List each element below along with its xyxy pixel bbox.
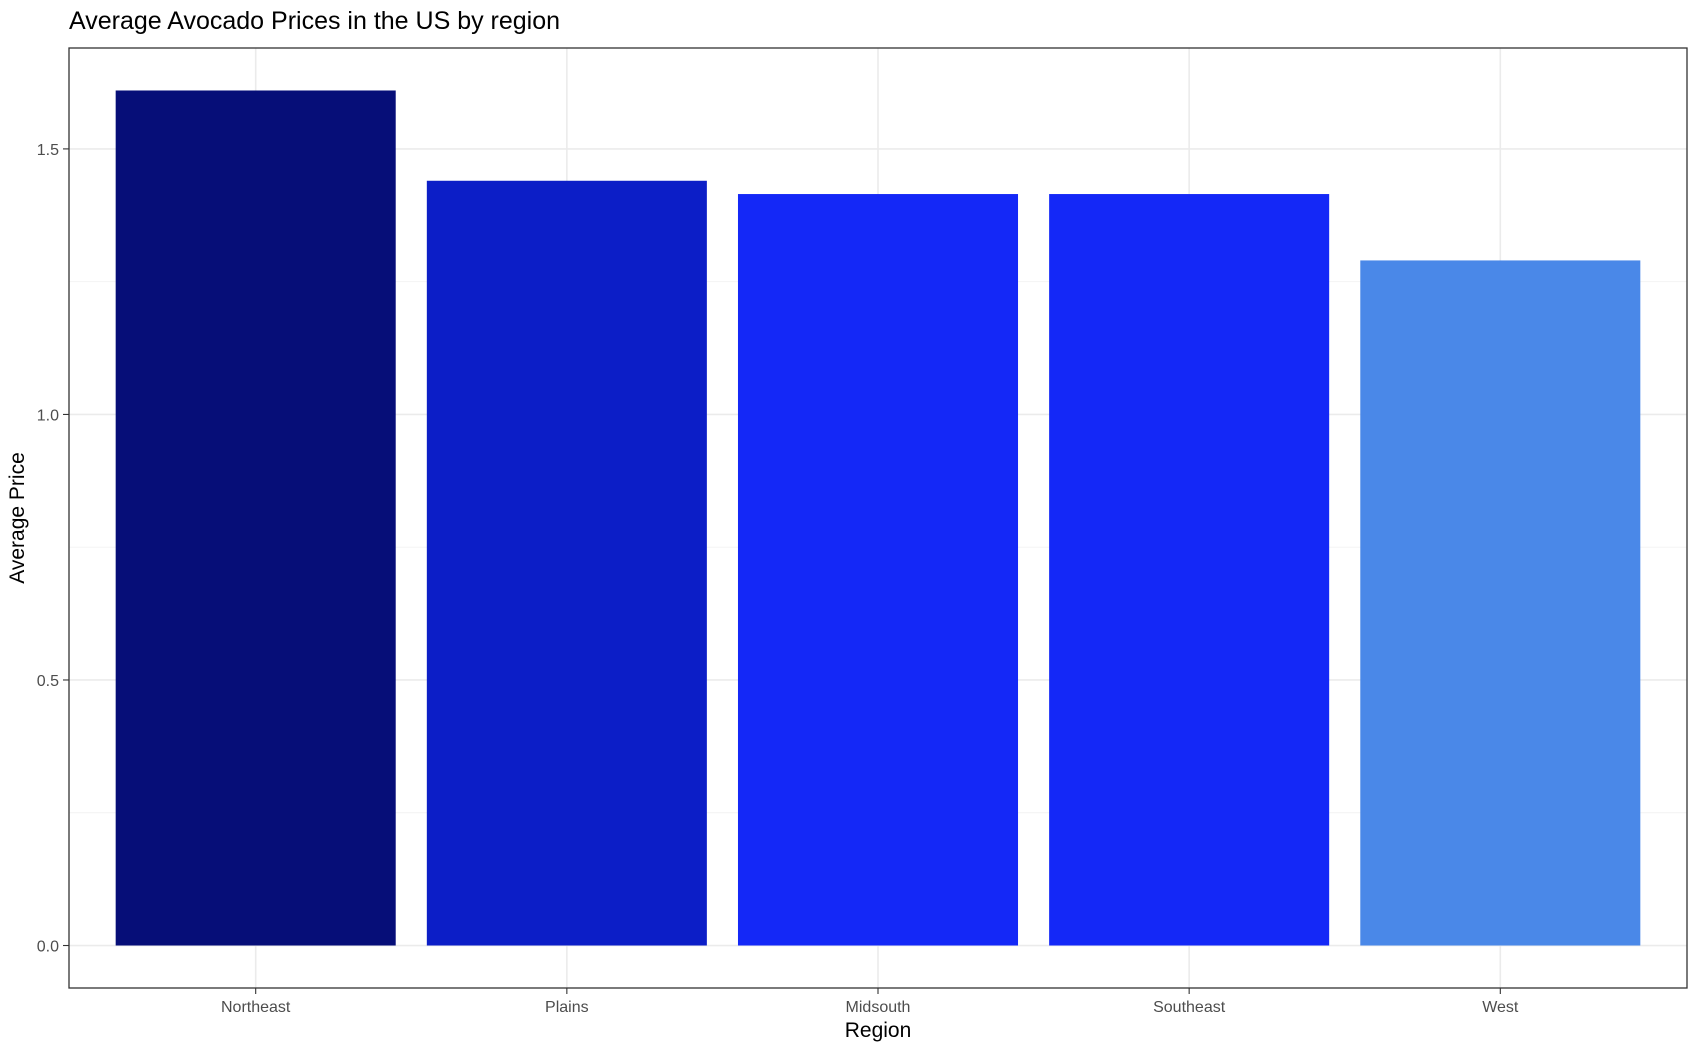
y-tick-label: 0.0 [37, 939, 59, 956]
bar-northeast [115, 90, 396, 946]
bar-west [1360, 260, 1641, 946]
x-tick-label: Midsouth [846, 999, 911, 1016]
y-axis-title: Average Price [6, 452, 29, 584]
x-tick-label: Plains [545, 999, 589, 1016]
bar-midsouth [737, 194, 1019, 946]
chart-title: Average Avocado Prices in the US by regi… [69, 7, 560, 35]
bars [115, 90, 1641, 946]
x-tick-label: Southeast [1153, 999, 1226, 1016]
y-tick-label: 1.5 [37, 142, 59, 159]
bar-plains [426, 180, 707, 946]
x-axis-title: Region [845, 1019, 912, 1042]
y-tick-label: 0.5 [37, 673, 59, 690]
x-axis-ticks: Northeast Plains Midsouth Southeast West [221, 988, 1519, 1016]
y-tick-label: 1.0 [37, 407, 59, 424]
x-tick-label: Northeast [221, 999, 291, 1016]
x-tick-label: West [1482, 999, 1519, 1016]
y-axis-ticks: 0.0 0.5 1.0 1.5 [37, 142, 69, 956]
bar-southeast [1049, 194, 1330, 946]
